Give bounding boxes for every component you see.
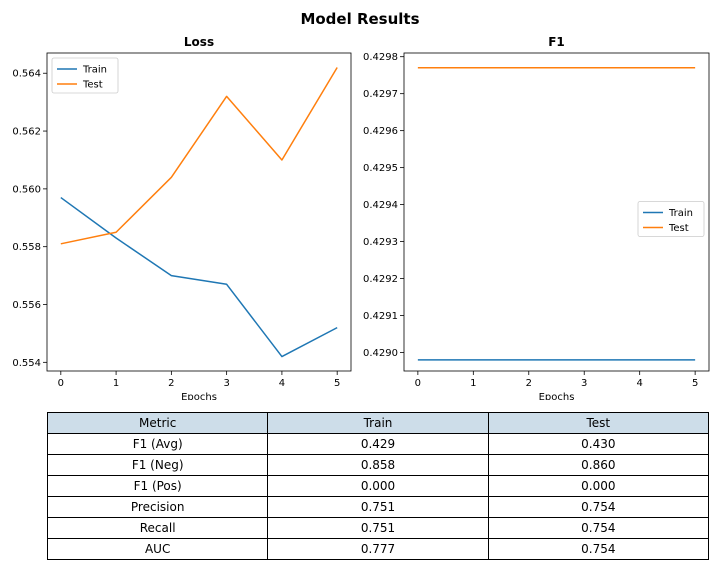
table-row: F1 (Avg) 0.429 0.430 — [46, 433, 710, 455]
table-row: AUC 0.777 0.754 — [46, 538, 710, 560]
train-cell: 0.751 — [267, 496, 489, 518]
loss-y-tick-label: 0.554 — [12, 358, 41, 369]
f1-x-tick-label: 1 — [470, 378, 476, 389]
f1-y-tick-label: 0.4291 — [363, 311, 398, 322]
f1-y-tick-label: 0.4292 — [363, 274, 398, 285]
test-cell: 0.754 — [487, 538, 710, 560]
f1-legend-label-train: Train — [668, 208, 693, 219]
f1-legend-label-test: Test — [668, 223, 689, 234]
loss-plot: Loss 0 1 2 3 4 5 Epochs 0.554 0.556 0.558 0.560 0.56… — [12, 35, 352, 400]
test-cell: 0.754 — [487, 496, 710, 518]
loss-legend: Train Test — [51, 57, 119, 94]
f1-y-tick-label: 0.4295 — [363, 163, 398, 174]
loss-y-tick-label: 0.562 — [12, 127, 41, 138]
test-cell: 0.754 — [487, 517, 710, 539]
loss-x-axis-label: Epochs — [181, 392, 217, 400]
f1-x-tick-label: 0 — [415, 378, 421, 389]
loss-legend-label-test: Test — [82, 80, 103, 91]
loss-x-tick-label: 0 — [58, 378, 64, 389]
loss-x-tick-label: 5 — [334, 378, 340, 389]
train-cell: 0.858 — [267, 454, 489, 476]
header-train: Train — [267, 412, 489, 434]
f1-y-tick-label: 0.4293 — [363, 237, 398, 248]
loss-series-train-line — [60, 196, 338, 358]
test-cell: 0.000 — [487, 475, 710, 497]
loss-x-tick-label: 2 — [168, 378, 174, 389]
train-cell: 0.000 — [267, 475, 489, 497]
loss-title: Loss — [184, 35, 214, 49]
f1-axes-frame — [403, 52, 710, 372]
loss-y-tick-label: 0.558 — [12, 242, 41, 253]
table-row: F1 (Neg) 0.858 0.860 — [46, 454, 710, 476]
header-metric: Metric — [46, 412, 269, 434]
results-table: Metric Train Test F1 (Avg) 0.429 0.430 F… — [46, 412, 710, 560]
metric-cell: Precision — [46, 496, 269, 518]
f1-y-tick-label: 0.4296 — [363, 126, 398, 137]
loss-y-tick-label: 0.564 — [12, 69, 41, 80]
f1-plot: F1 0 1 2 3 4 5 Epochs 0.4290 0.4291 0.4292 0.4293 0.… — [363, 35, 710, 400]
loss-x-tick-label: 4 — [279, 378, 285, 389]
metric-cell: F1 (Avg) — [46, 433, 269, 455]
metric-cell: F1 (Neg) — [46, 454, 269, 476]
loss-legend-label-train: Train — [82, 65, 107, 76]
loss-y-tick-label: 0.560 — [12, 184, 41, 195]
train-cell: 0.429 — [267, 433, 489, 455]
f1-y-tick-label: 0.4290 — [363, 348, 398, 359]
f1-x-axis-label: Epochs — [539, 392, 575, 400]
table-row: F1 (Pos) 0.000 0.000 — [46, 475, 710, 497]
loss-y-tick-label: 0.556 — [12, 300, 41, 311]
table-row: Precision 0.751 0.754 — [46, 496, 710, 518]
f1-title: F1 — [548, 35, 565, 49]
train-cell: 0.777 — [267, 538, 489, 560]
f1-legend: Train Test — [637, 201, 705, 237]
f1-x-tick-label: 4 — [636, 378, 642, 389]
metric-cell: Recall — [46, 517, 269, 539]
metric-cell: AUC — [46, 538, 269, 560]
loss-series-test-line — [60, 67, 338, 245]
test-cell: 0.430 — [487, 433, 710, 455]
loss-x-tick-label: 1 — [113, 378, 119, 389]
table-header-row: Metric Train Test — [46, 412, 710, 434]
f1-y-tick-label: 0.4294 — [363, 200, 398, 211]
header-test: Test — [487, 412, 710, 434]
metric-cell: F1 (Pos) — [46, 475, 269, 497]
f1-y-tick-label: 0.4298 — [363, 52, 398, 63]
f1-x-tick-label: 2 — [526, 378, 532, 389]
results-figure: Model Results Loss 0 1 2 3 4 5 Epochs 0.554 0.556… — [12, 10, 710, 400]
f1-y-tick-label: 0.4297 — [363, 89, 398, 100]
figure-title: Model Results — [300, 10, 419, 28]
test-cell: 0.860 — [487, 454, 710, 476]
train-cell: 0.751 — [267, 517, 489, 539]
loss-x-tick-label: 3 — [223, 378, 229, 389]
f1-x-tick-label: 3 — [581, 378, 587, 389]
table-row: Recall 0.751 0.754 — [46, 517, 710, 539]
f1-x-tick-label: 5 — [692, 378, 698, 389]
loss-axes-frame — [46, 52, 352, 372]
